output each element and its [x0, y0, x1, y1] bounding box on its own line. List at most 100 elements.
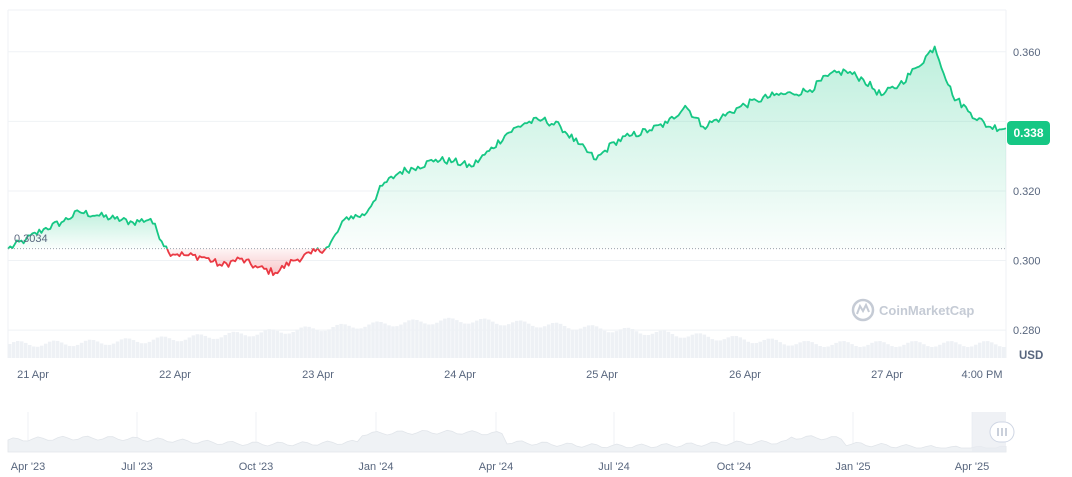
coinmarketcap-logo-icon	[851, 298, 875, 322]
volume-bar	[882, 342, 886, 358]
volume-bar	[698, 333, 703, 358]
volume-bar	[387, 325, 391, 358]
volume-bar	[754, 343, 758, 358]
volume-bar	[279, 332, 283, 358]
volume-bar	[323, 330, 327, 358]
range-navigator[interactable]: Apr '23 Jul '23 Oct '23 Jan '24 Apr '24 Jul '…	[7, 412, 1015, 473]
y-tick-label-4: 0.280	[1013, 325, 1041, 337]
navigator-tick-label-6: Oct '24	[717, 461, 752, 473]
volume-bar	[427, 324, 431, 358]
navigator-tick-label-1: Jul '23	[121, 461, 152, 473]
volume-bar	[574, 329, 579, 358]
volume-bar	[171, 339, 176, 358]
volume-bar	[902, 344, 906, 358]
volume-bar	[998, 346, 1002, 358]
volume-bar	[862, 346, 866, 358]
volume-bar	[423, 323, 427, 358]
volume-bar	[654, 332, 659, 358]
navigator-tick-label-7: Jan '25	[835, 461, 870, 473]
volume-bar	[307, 326, 311, 358]
volume-bar	[399, 324, 403, 358]
volume-bar	[590, 325, 595, 358]
volume-bar	[391, 326, 395, 358]
volume-bar	[826, 346, 830, 358]
volume-bars	[8, 317, 1006, 358]
current-price-badge: 0.338	[1007, 121, 1050, 145]
volume-bar	[970, 346, 974, 358]
volume-bar	[143, 343, 148, 358]
volume-bar	[722, 339, 727, 358]
volume-bar	[275, 330, 279, 358]
volume-bar	[950, 341, 954, 358]
volume-bar	[938, 344, 942, 358]
volume-bar	[491, 321, 495, 358]
volume-bar	[435, 322, 439, 358]
volume-bar	[986, 341, 990, 358]
volume-bar	[934, 346, 938, 358]
volume-bar	[586, 325, 591, 358]
up-line-0	[7, 209, 168, 250]
volume-bar	[315, 330, 319, 358]
volume-bar	[283, 333, 287, 358]
navigator-x-axis: Apr '23 Jul '23 Oct '23 Jan '24 Apr '24 Jul '…	[11, 461, 990, 473]
volume-bar	[854, 346, 858, 358]
volume-bar	[91, 340, 96, 358]
volume-bar	[267, 329, 271, 358]
volume-bar	[634, 331, 639, 358]
volume-bar	[111, 343, 116, 358]
volume-bar	[798, 342, 802, 358]
volume-bar	[842, 341, 846, 358]
volume-bar	[127, 338, 132, 358]
volume-bar	[87, 339, 92, 358]
volume-bar	[650, 333, 655, 358]
volume-bar	[866, 344, 870, 358]
volume-bar	[874, 341, 878, 358]
volume-bar	[507, 324, 511, 358]
volume-bar	[526, 323, 531, 358]
y-tick-label-0: 0.360	[1013, 47, 1041, 59]
volume-bar	[135, 341, 140, 358]
x-tick-label-2: 23 Apr	[302, 369, 334, 381]
drag-handle-icon[interactable]	[989, 421, 1015, 443]
volume-bar	[319, 331, 323, 358]
volume-bar	[351, 327, 355, 358]
baseline: 0.3034	[8, 233, 1006, 250]
volume-bar	[99, 343, 104, 358]
volume-bar	[235, 332, 240, 358]
volume-bar	[483, 318, 487, 358]
volume-bar	[439, 320, 443, 358]
volume-bar	[151, 339, 156, 358]
volume-bar	[239, 333, 244, 358]
volume-bar	[379, 321, 383, 358]
navigator-tick-label-8: Apr '25	[955, 461, 990, 473]
volume-bar	[11, 342, 16, 358]
x-tick-label-3: 24 Apr	[444, 369, 476, 381]
volume-bar	[75, 344, 80, 358]
volume-bar	[978, 342, 982, 358]
volume-bar	[974, 344, 978, 358]
navigator-area	[7, 429, 1007, 453]
volume-bar	[994, 344, 998, 358]
volume-bar	[530, 325, 535, 358]
volume-bar	[303, 326, 307, 358]
volume-bar	[746, 341, 751, 358]
volume-bar	[554, 322, 559, 358]
volume-bar	[982, 341, 986, 358]
volume-bar	[355, 328, 359, 358]
volume-bar	[782, 344, 786, 358]
volume-bar	[503, 325, 507, 358]
volume-bar	[299, 327, 303, 358]
volume-bar	[946, 341, 950, 358]
navigator-tick-label-3: Jan '24	[358, 461, 393, 473]
x-tick-label-7: 4:00 PM	[962, 369, 1003, 381]
volume-bar	[451, 318, 455, 358]
volume-bar	[774, 339, 778, 358]
volume-bar	[734, 336, 739, 358]
volume-bar	[838, 341, 842, 358]
price-lines	[7, 45, 1007, 277]
volume-bar	[750, 343, 755, 358]
volume-bar	[55, 340, 60, 358]
down-area-1	[167, 248, 318, 276]
volume-bar	[886, 344, 890, 358]
